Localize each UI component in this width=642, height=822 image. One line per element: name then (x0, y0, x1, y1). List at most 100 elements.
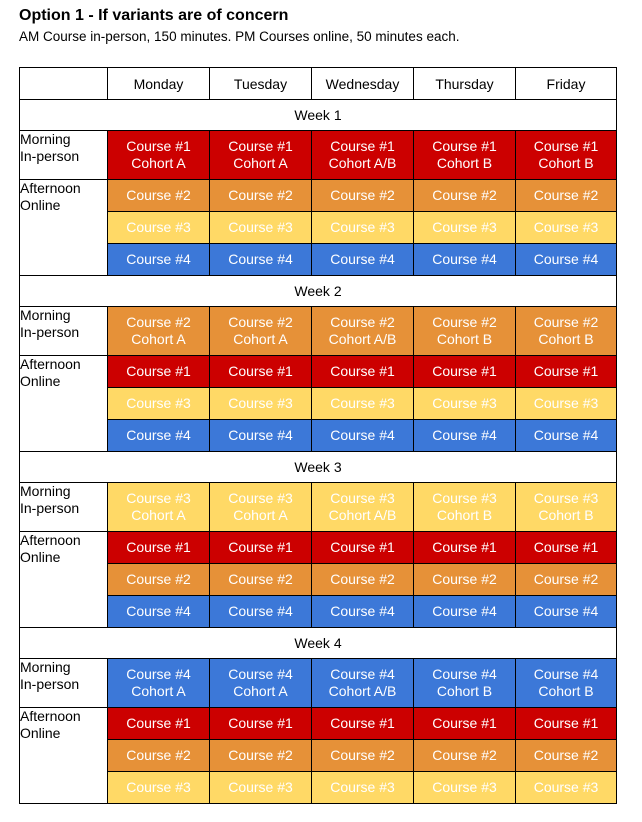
slot-label-line: Afternoon (20, 180, 81, 196)
slot-label-line: In-person (20, 324, 80, 340)
course-name: Course #4 (126, 666, 191, 682)
course-cell: Course #3 Cohort B (515, 482, 617, 532)
course-name: Course #4 (228, 666, 293, 682)
course-cell: Course #3 (413, 387, 516, 420)
course-name: Course #1 (533, 138, 599, 154)
course-cell: Course #2 (413, 563, 516, 596)
course-name: Course #4 (432, 666, 497, 682)
afternoon-row: Afternoon Online Course #2 Course #2 Course … (19, 179, 617, 276)
day-header-wednesday: Wednesday (311, 67, 414, 100)
afternoon-row: Afternoon Online Course #1 Course #1 Course … (19, 707, 617, 804)
course-cell: Course #3 (209, 771, 312, 804)
course-cell: Course #1 (209, 531, 312, 564)
course-cell: Course #1 (515, 707, 617, 740)
cohort-name: Cohort A/B (328, 331, 397, 347)
course-cell: Course #2 (515, 179, 617, 212)
schedule-table: Monday Tuesday Wednesday Thursday Friday… (19, 67, 617, 804)
cohort-name: Cohort B (538, 155, 594, 171)
course-cell: Course #2 (209, 563, 312, 596)
course-cell: Course #2 (209, 179, 312, 212)
course-cell: Course #1 (107, 707, 210, 740)
week-row: Week 1 (19, 99, 617, 131)
slot-label-morning: Morning In-person (19, 130, 108, 180)
course-cell: Course #1 (515, 531, 617, 564)
course-cell: Course #4 (413, 243, 516, 276)
cohort-name: Cohort B (436, 155, 493, 171)
cohort-name: Cohort B (436, 331, 493, 347)
course-cell: Course #3 (107, 211, 210, 244)
slot-label-line: In-person (20, 500, 80, 516)
course-cell: Course #1 (107, 531, 210, 564)
slot-label-line: Online (20, 549, 61, 565)
schedule-body: Monday Tuesday Wednesday Thursday Friday… (19, 67, 617, 804)
course-name: Course #1 (432, 138, 497, 154)
course-cell: Course #1 (515, 355, 617, 388)
course-cell: Course #2 (311, 563, 414, 596)
course-cell: Course #2 Cohort A (107, 306, 210, 356)
course-name: Course #1 (126, 138, 191, 154)
morning-row: Morning In-person Course #3 Cohort A Course … (19, 482, 617, 532)
course-cell: Course #1 (413, 355, 516, 388)
course-cell: Course #1 (311, 531, 414, 564)
slot-label-afternoon: Afternoon Online (19, 179, 108, 276)
course-cell: Course #2 (515, 739, 617, 772)
course-cell: Course #3 (515, 771, 617, 804)
cohort-name: Cohort A/B (328, 507, 397, 523)
course-cell: Course #3 Cohort A/B (311, 482, 414, 532)
cohort-name: Cohort A (233, 507, 288, 523)
course-cell: Course #1 Cohort A (209, 130, 312, 180)
course-cell: Course #3 (515, 211, 617, 244)
course-cell: Course #4 (311, 595, 414, 628)
course-cell: Course #1 (209, 355, 312, 388)
course-cell: Course #2 (107, 179, 210, 212)
course-cell: Course #2 Cohort A/B (311, 306, 414, 356)
page-title: Option 1 - If variants are of concern (19, 7, 289, 24)
page-subtitle: AM Course in-person, 150 minutes. PM Cou… (19, 29, 460, 44)
slot-label-morning: Morning In-person (19, 658, 108, 708)
week-label: Week 2 (19, 275, 617, 307)
course-cell: Course #3 Cohort A (107, 482, 210, 532)
day-header-friday: Friday (515, 67, 617, 100)
cohort-name: Cohort A (131, 155, 186, 171)
course-cell: Course #4 (209, 419, 312, 452)
slot-label-afternoon: Afternoon Online (19, 707, 108, 804)
course-cell: Course #2 Cohort A (209, 306, 312, 356)
course-cell: Course #3 (311, 387, 414, 420)
week-label: Week 3 (19, 451, 617, 483)
course-cell: Course #1 (413, 707, 516, 740)
cohort-name: Cohort A (131, 331, 186, 347)
course-name: Course #2 (126, 314, 191, 330)
course-cell: Course #4 (107, 595, 210, 628)
slot-label-line: Afternoon (20, 532, 81, 548)
slot-label-afternoon: Afternoon Online (19, 355, 108, 452)
day-header-tuesday: Tuesday (209, 67, 312, 100)
slot-label-line: Morning (20, 307, 71, 323)
slot-label-line: Morning (20, 659, 71, 675)
afternoon-row: Course #4 Course #4 Course #4 Course #4 Cour… (20, 595, 617, 628)
course-cell: Course #2 (209, 739, 312, 772)
course-cell: Course #2 (311, 739, 414, 772)
cohort-name: Cohort B (538, 507, 594, 523)
afternoon-row: Course #3 Course #3 Course #3 Course #3 Cour… (20, 771, 617, 804)
course-name: Course #4 (330, 666, 395, 682)
afternoon-row: Course #3 Course #3 Course #3 Course #3 Cour… (20, 211, 617, 244)
course-name: Course #3 (228, 490, 293, 506)
course-cell: Course #1 Cohort B (413, 130, 516, 180)
course-cell: Course #1 (209, 707, 312, 740)
course-cell: Course #4 (311, 243, 414, 276)
slot-label-morning: Morning In-person (19, 482, 108, 532)
course-cell: Course #2 Cohort B (515, 306, 617, 356)
course-cell: Course #3 (515, 387, 617, 420)
slot-label-line: Afternoon (20, 356, 81, 372)
slot-label-line: Morning (20, 131, 71, 147)
slot-label-morning: Morning In-person (19, 306, 108, 356)
morning-row: Morning In-person Course #2 Cohort A Course … (19, 306, 617, 356)
slot-label-line: In-person (20, 676, 80, 692)
course-name: Course #1 (228, 138, 293, 154)
week-row: Week 4 (19, 627, 617, 659)
course-cell: Course #2 (107, 739, 210, 772)
course-cell: Course #1 (311, 355, 414, 388)
cohort-name: Cohort A/B (328, 155, 397, 171)
course-cell: Course #3 (107, 387, 210, 420)
slot-label-line: In-person (20, 148, 80, 164)
